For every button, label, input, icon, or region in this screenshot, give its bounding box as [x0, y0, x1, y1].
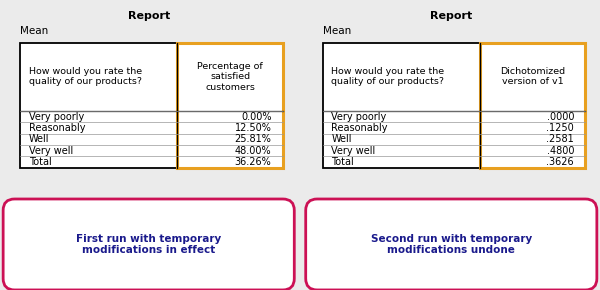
Bar	[177, 43, 283, 168]
FancyBboxPatch shape	[306, 199, 597, 290]
Text: Mean: Mean	[323, 26, 351, 36]
Text: Second run with temporary
modifications undone: Second run with temporary modifications …	[371, 234, 532, 255]
Text: .3626: .3626	[547, 157, 574, 167]
Text: .2581: .2581	[546, 134, 574, 144]
Text: 36.26%: 36.26%	[235, 157, 271, 167]
Text: First run with temporary
modifications in effect: First run with temporary modifications i…	[76, 234, 221, 255]
Text: Total: Total	[29, 157, 52, 167]
Text: Very well: Very well	[29, 146, 73, 156]
Bar	[480, 43, 586, 168]
Text: 25.81%: 25.81%	[235, 134, 271, 144]
Text: Total: Total	[331, 157, 354, 167]
Text: 48.00%: 48.00%	[235, 146, 271, 156]
Text: .0000: .0000	[547, 112, 574, 122]
Bar	[323, 43, 586, 168]
Text: .1250: .1250	[546, 123, 574, 133]
Text: Report: Report	[430, 11, 472, 21]
Text: Reasonably: Reasonably	[331, 123, 388, 133]
Text: Percentage of
satisfied
customers: Percentage of satisfied customers	[197, 62, 263, 92]
Text: Very poorly: Very poorly	[29, 112, 84, 122]
Bar	[20, 43, 283, 168]
Text: 0.00%: 0.00%	[241, 112, 271, 122]
Text: Mean: Mean	[20, 26, 49, 36]
Text: How would you rate the
quality of our products?: How would you rate the quality of our pr…	[29, 67, 142, 86]
Text: 12.50%: 12.50%	[235, 123, 271, 133]
Text: Well: Well	[331, 134, 352, 144]
Text: Well: Well	[29, 134, 49, 144]
Text: How would you rate the
quality of our products?: How would you rate the quality of our pr…	[331, 67, 445, 86]
Text: Dichotomized
version of v1: Dichotomized version of v1	[500, 67, 565, 86]
Text: Very poorly: Very poorly	[331, 112, 386, 122]
Text: Reasonably: Reasonably	[29, 123, 85, 133]
Text: Report: Report	[128, 11, 170, 21]
Text: .4800: .4800	[547, 146, 574, 156]
FancyBboxPatch shape	[3, 199, 294, 290]
Text: Very well: Very well	[331, 146, 376, 156]
